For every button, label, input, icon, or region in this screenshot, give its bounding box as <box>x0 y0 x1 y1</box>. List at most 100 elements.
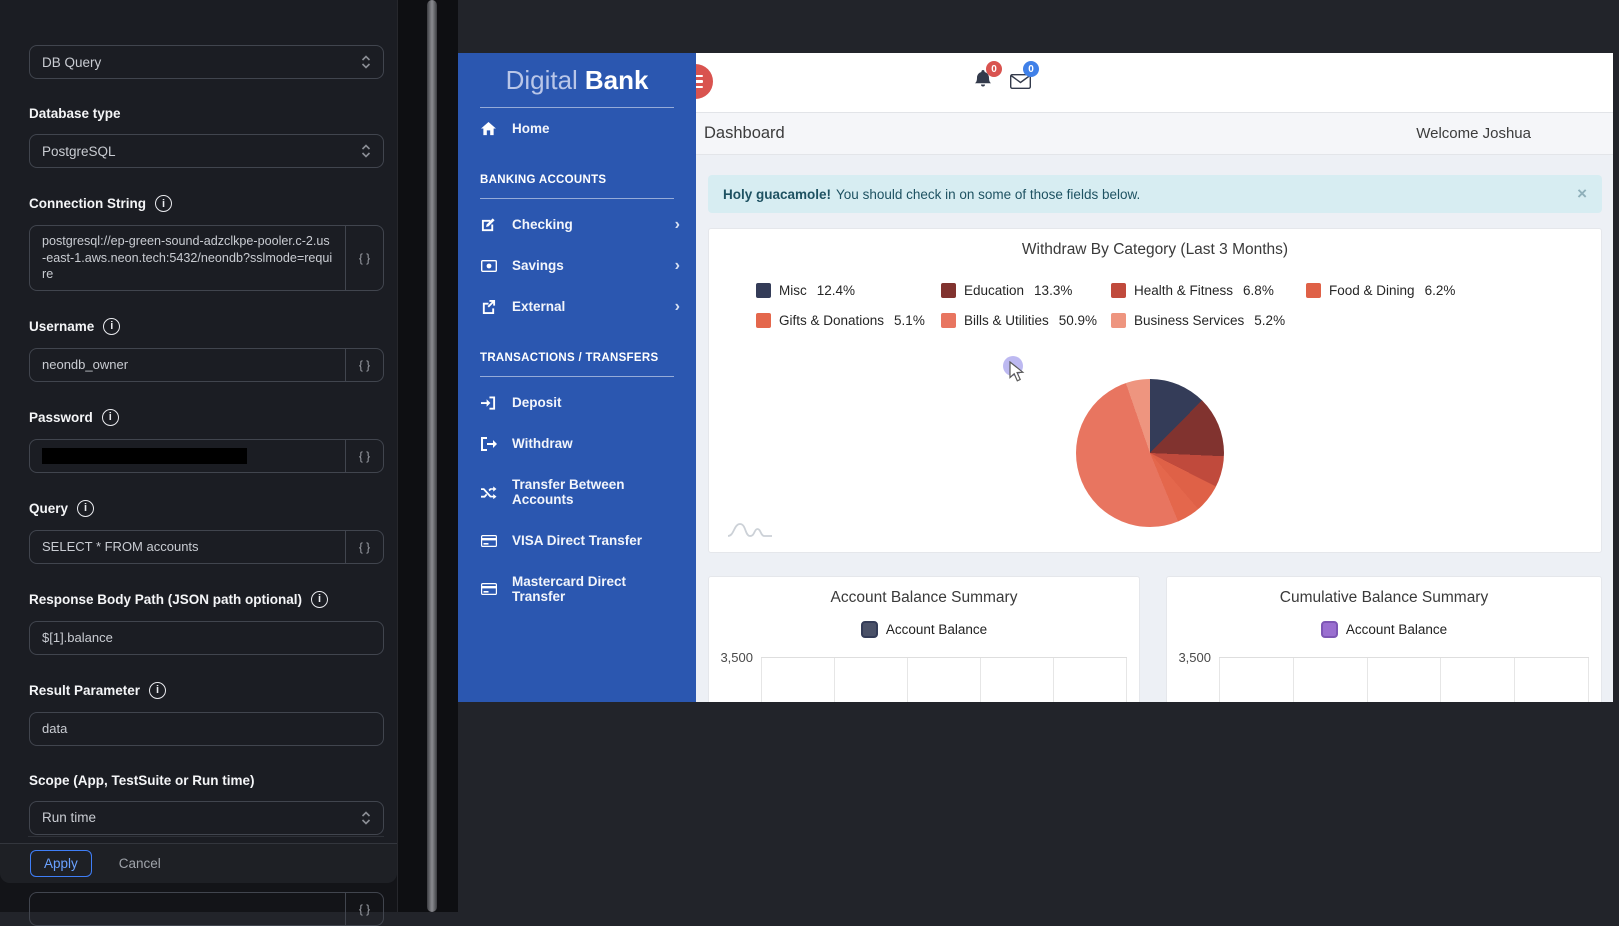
gridline-cell <box>1515 658 1589 702</box>
field-label: Result Parameter <box>29 682 141 698</box>
chevron-right-icon: › <box>674 215 680 233</box>
legend-item-education[interactable]: Education 13.3% <box>941 283 1111 298</box>
legend-item-business-services[interactable]: Business Services 5.2% <box>1111 313 1306 328</box>
desktop-left-background: DB Query Database type PostgreSQL Connec… <box>0 0 397 926</box>
legend-item-health-fitness[interactable]: Health & Fitness 6.8% <box>1111 283 1306 298</box>
field-query: Query i SELECT * FROM accounts { } <box>29 499 384 564</box>
info-icon[interactable]: i <box>103 317 121 335</box>
sidebar-section-transactions: TRANSACTIONS / TRANSFERS Deposit Withdra… <box>458 352 696 617</box>
brand-bold: Bank <box>584 64 649 95</box>
edit-icon <box>480 217 497 232</box>
legend-item-food-dining[interactable]: Food & Dining 6.2% <box>1306 283 1601 298</box>
legend-swatch <box>1320 621 1338 638</box>
scope-select[interactable]: Run time <box>29 800 384 835</box>
top-navbar: 0 0 ? <box>678 53 1613 113</box>
gridline-cell <box>1054 658 1127 702</box>
sidebar-divider <box>480 376 674 377</box>
legend-item-gifts-donations[interactable]: Gifts & Donations 5.1% <box>756 313 941 328</box>
alert-text: You should check in on some of those fie… <box>836 186 1141 202</box>
sidebar-item-deposit[interactable]: Deposit <box>458 382 696 423</box>
credit-card-icon <box>480 534 497 547</box>
sidebar-divider <box>480 107 674 108</box>
legend-swatch <box>941 283 956 298</box>
sidebar-item-transfer-between-accounts[interactable]: Transfer Between Accounts <box>458 464 696 520</box>
external-link-icon <box>480 299 497 314</box>
insert-variable-button[interactable]: { } <box>346 438 384 473</box>
notifications-button[interactable] <box>974 69 992 93</box>
step-type-select[interactable]: DB Query <box>29 45 384 79</box>
chart-title: Withdraw By Category (Last 3 Months) <box>1021 241 1289 258</box>
browser-viewport: Digital Bank Home BANKING ACCOUNTS Check… <box>458 53 1613 702</box>
info-icon[interactable]: i <box>155 195 172 212</box>
info-icon[interactable]: i <box>77 499 95 517</box>
pie-chart[interactable] <box>1076 379 1224 527</box>
bar-legend-account-balance[interactable]: Account Balance <box>709 621 1139 638</box>
legend-swatch <box>756 283 771 298</box>
info-icon[interactable]: i <box>149 681 167 699</box>
sidebar-item-label: Withdraw <box>512 436 573 451</box>
info-icon[interactable]: i <box>311 590 329 608</box>
response-body-path-input[interactable]: $[1].balance <box>29 620 384 655</box>
insert-variable-button[interactable]: { } <box>346 529 384 564</box>
sidebar-item-savings[interactable]: Savings › <box>458 245 696 286</box>
insert-variable-button[interactable]: { } <box>346 891 384 926</box>
username-input[interactable]: neondb_owner <box>29 347 346 382</box>
query-input[interactable]: SELECT * FROM accounts <box>29 529 346 564</box>
vertical-scrollbar[interactable] <box>427 0 437 912</box>
cancel-button[interactable]: Cancel <box>118 856 161 871</box>
sidebar-item-mastercard-direct-transfer[interactable]: Mastercard Direct Transfer <box>458 561 696 617</box>
panel-footer: Apply Cancel <box>0 843 397 883</box>
field-password: Password i { } <box>29 408 384 473</box>
bar-chart-grid[interactable] <box>761 657 1127 702</box>
legend-swatch <box>1306 283 1321 298</box>
message-count-badge: 0 <box>1023 61 1039 77</box>
insert-variable-button[interactable]: { } <box>346 347 384 382</box>
sidebar-item-withdraw[interactable]: Withdraw <box>458 423 696 464</box>
messages-button[interactable] <box>1009 73 1032 94</box>
database-type-select[interactable]: PostgreSQL <box>29 134 384 168</box>
y-axis-tick: 3,500 <box>1178 650 1211 665</box>
password-input[interactable] <box>29 438 346 473</box>
home-icon <box>480 121 497 136</box>
field-label: Query <box>29 500 69 516</box>
info-icon[interactable]: i <box>101 408 119 426</box>
summary-cards-row: Account Balance Summary Account Balance … <box>708 576 1602 702</box>
shuffle-icon <box>480 485 497 499</box>
gridline-cell <box>1441 658 1516 702</box>
alert-bold-text: Holy guacamole! <box>723 186 832 202</box>
bar-chart-area: 3,500 <box>1167 650 1589 702</box>
sidebar-item-visa-direct-transfer[interactable]: VISA Direct Transfer <box>458 520 696 561</box>
apply-button[interactable]: Apply <box>30 850 92 877</box>
gridline-cell <box>908 658 981 702</box>
field-label: Connection String <box>29 196 146 211</box>
field-database-type: Database type PostgreSQL <box>29 106 384 168</box>
legend-swatch <box>860 621 878 638</box>
legend-item-misc[interactable]: Misc 12.4% <box>756 283 941 298</box>
welcome-text: Welcome Joshua <box>1416 125 1531 142</box>
field-label: Scope (App, TestSuite or Run time) <box>29 772 255 788</box>
bank-sidebar: Digital Bank Home BANKING ACCOUNTS Check… <box>458 53 696 702</box>
legend-swatch <box>1111 313 1126 328</box>
connection-string-input[interactable]: postgresql://ep-green-sound-adzclkpe-poo… <box>29 225 346 291</box>
db-query-step-panel: DB Query Database type PostgreSQL Connec… <box>0 0 397 926</box>
insert-variable-button[interactable]: { } <box>346 225 384 291</box>
bar-chart-grid[interactable] <box>1219 657 1589 702</box>
bar-chart-area: 3,500 <box>709 650 1127 702</box>
tunnel-name-input[interactable] <box>29 891 346 926</box>
field-label: Response Body Path (JSON path optional) <box>29 591 303 607</box>
mouse-cursor-icon <box>1009 360 1027 388</box>
withdraw-by-category-card: Withdraw By Category (Last 3 Months) Mis… <box>708 228 1602 553</box>
field-label: Password <box>29 409 93 425</box>
database-type-value: PostgreSQL <box>42 143 116 159</box>
sidebar-item-label: External <box>512 299 566 314</box>
close-icon[interactable]: × <box>1577 184 1587 203</box>
sidebar-item-checking[interactable]: Checking › <box>458 204 696 245</box>
bar-legend-account-balance[interactable]: Account Balance <box>1167 621 1601 638</box>
gridline-cell <box>1219 658 1294 702</box>
sidebar-item-home[interactable]: Home <box>458 108 696 149</box>
sidebar-item-external[interactable]: External › <box>458 286 696 327</box>
result-parameter-input[interactable]: data <box>29 711 384 746</box>
sidebar-item-label: Deposit <box>512 395 562 410</box>
select-chevron-icon <box>361 55 371 69</box>
legend-item-bills-utilities[interactable]: Bills & Utilities 50.9% <box>941 313 1111 328</box>
